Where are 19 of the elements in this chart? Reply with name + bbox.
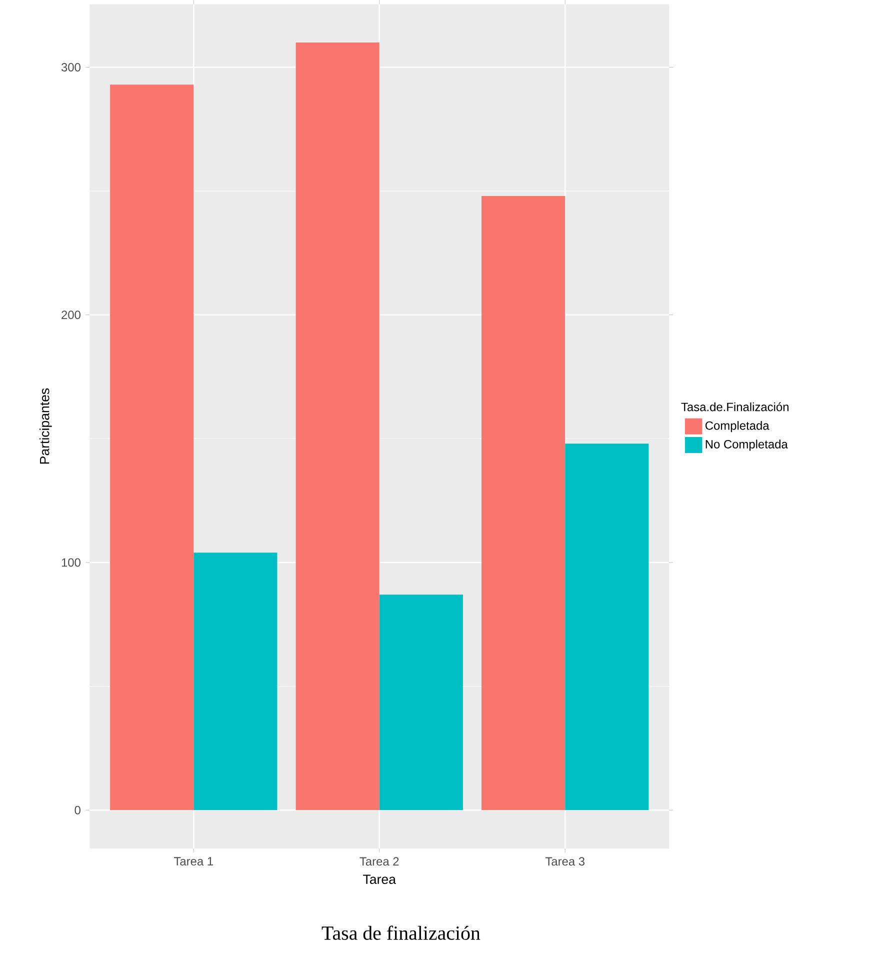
- x-tick-label: Tarea 1: [174, 857, 213, 866]
- x-axis-title: Tarea: [362, 874, 396, 884]
- bar: [565, 444, 649, 810]
- x-tick-label: Tarea 2: [360, 857, 399, 866]
- bar: [379, 594, 463, 810]
- legend-label: Completada: [705, 421, 770, 432]
- legend-title: Tasa.de.Finalización: [681, 402, 788, 412]
- bar: [194, 552, 278, 810]
- y-tick-label: 100: [62, 558, 80, 567]
- text: Tasa de finalización: [322, 926, 480, 940]
- y-tick-label: 200: [62, 310, 80, 320]
- legend-label: No Completada: [706, 440, 788, 451]
- x-tick-label: Tarea 3: [545, 857, 584, 866]
- bar: [481, 196, 566, 810]
- bar: [110, 84, 194, 810]
- y-axis-title: Participantes: [39, 388, 52, 464]
- y-tick-label: 300: [61, 63, 80, 72]
- bar: [296, 42, 380, 810]
- y-tick-label: 0: [74, 806, 80, 814]
